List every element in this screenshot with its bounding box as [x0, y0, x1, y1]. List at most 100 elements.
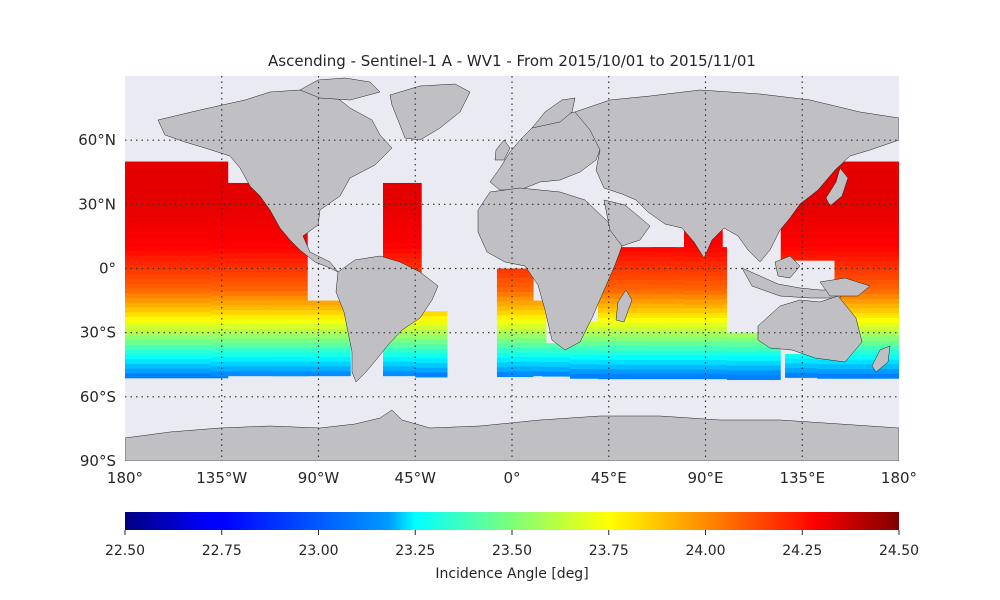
swath-cell [651, 265, 676, 271]
swath-cell [507, 309, 547, 315]
lon-tick-label: 135°W [196, 469, 247, 487]
swath-cell [125, 368, 229, 374]
swath-cell [727, 351, 781, 357]
swath-cell [211, 347, 308, 353]
swath-cell [125, 232, 229, 238]
swath-cell [834, 251, 899, 257]
swath-cell [651, 251, 676, 257]
swath-cell [125, 316, 229, 322]
swath-cell [271, 352, 351, 358]
swath-cell [780, 218, 899, 224]
swath-cell [125, 312, 229, 318]
swath-cell [598, 322, 727, 328]
swath-cell [125, 359, 229, 365]
swath-cell [211, 272, 308, 278]
swath-cell [415, 320, 448, 326]
swath-cell [271, 338, 351, 344]
swath-cell [415, 344, 448, 350]
swath-cell [834, 265, 899, 271]
swath-cell [125, 218, 229, 224]
swath-cell [125, 241, 229, 247]
swath-cell [211, 333, 308, 339]
swath-cell [125, 288, 229, 294]
swath-cell [383, 244, 422, 250]
swath-cell [834, 312, 899, 318]
swath-cell [383, 239, 422, 245]
swath-cell [271, 328, 351, 334]
swath-cell [780, 203, 899, 209]
swath-cell [125, 189, 229, 195]
swath-cell [598, 317, 727, 323]
swath-cell [383, 357, 422, 363]
swath-cell [211, 338, 308, 344]
swath-cell [834, 317, 899, 323]
swath-cell [271, 357, 351, 363]
swath-cell [496, 292, 534, 298]
scandinavia [531, 97, 576, 129]
swath-cell [211, 234, 308, 240]
madagascar [615, 289, 633, 323]
swath-cell [727, 365, 781, 371]
swath-cell [211, 295, 308, 301]
swath-cell [598, 364, 727, 370]
swath-cell [817, 373, 899, 379]
swath-cell [271, 371, 351, 377]
swath-cell [211, 206, 308, 212]
swath-cell [684, 290, 723, 296]
swath-cell [415, 367, 448, 373]
swath-cell [125, 265, 229, 271]
swath-cell [271, 361, 351, 367]
swath-cell [785, 363, 839, 369]
data-swaths [125, 161, 899, 381]
swath-cell [651, 247, 676, 253]
swath-cell [211, 258, 308, 264]
swath-cell [211, 352, 308, 358]
swath-cell [271, 319, 351, 325]
colorbar-tick-label: 24.00 [685, 543, 725, 559]
swath-cell [125, 363, 229, 369]
lat-tick-label: 60°S [80, 388, 116, 406]
swath-cell [834, 270, 899, 276]
swath-cell [125, 208, 229, 214]
swath-cell [125, 373, 229, 379]
swath-cell [383, 371, 422, 377]
colorbar-tick-label: 23.25 [395, 543, 435, 559]
swath-cell [598, 360, 727, 366]
map-area [125, 76, 899, 461]
swath-cell [727, 356, 781, 362]
swath-cell [780, 208, 899, 214]
chart-title: Ascending - Sentinel-1 A - WV1 - From 20… [268, 52, 756, 70]
swath-cell [817, 321, 899, 327]
swath-cell [125, 175, 229, 181]
swath-cell [211, 244, 308, 250]
lat-tick-label: 30°N [78, 195, 116, 213]
colorbar-label: Incidence Angle [deg] [435, 566, 588, 582]
arctic-islands [299, 77, 381, 101]
swath-cell [598, 374, 727, 380]
swath-cell [598, 369, 727, 375]
swath-cell [125, 222, 229, 228]
swath-cell [684, 285, 723, 291]
swath-cell [125, 180, 229, 186]
swath-cell [651, 298, 676, 304]
swath-cell [415, 348, 448, 354]
swath-cell [383, 234, 422, 240]
colorbar-tick-label: 23.75 [589, 543, 629, 559]
swath-cell [684, 276, 723, 282]
lon-tick-label: 45°W [395, 469, 437, 487]
swath-cell [125, 321, 229, 327]
swath-cell [507, 357, 547, 363]
colorbar-tick-label: 23.50 [492, 543, 532, 559]
swath-cell [507, 324, 547, 330]
swath-cell [598, 327, 727, 333]
swath-cell [211, 286, 308, 292]
swath-cell [684, 266, 723, 272]
swath-cell [383, 225, 422, 231]
swath-cell [125, 227, 229, 233]
swath-cell [383, 230, 422, 236]
swath-cell [507, 366, 547, 372]
swath-cell [834, 261, 899, 267]
swath-cell [383, 220, 422, 226]
lat-tick-label: 60°N [78, 131, 116, 149]
swath-cell [507, 319, 547, 325]
